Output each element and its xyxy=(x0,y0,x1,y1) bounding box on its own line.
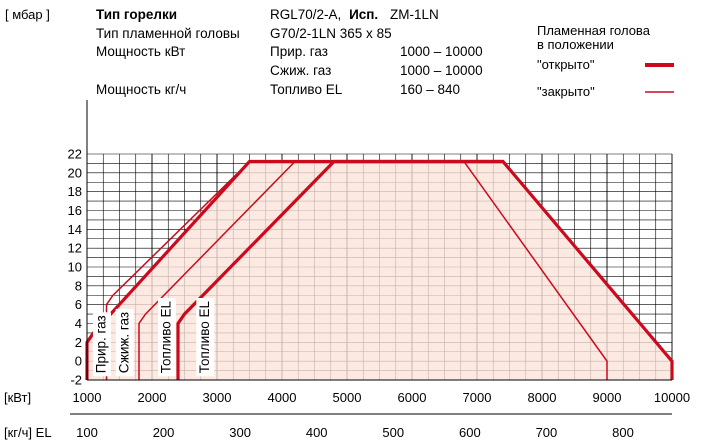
svg-text:RGL70/2-A, Исп. ZM-1LN: RGL70/2-A, Исп. ZM-1LN xyxy=(270,7,439,22)
y-tick-label: 0 xyxy=(75,354,82,369)
fuel-oil-range: 160 – 840 xyxy=(400,82,460,97)
fuel-annotation-box xyxy=(157,297,176,377)
axes xyxy=(70,100,672,415)
flame-head-value: G70/2-1LN 365 x 85 xyxy=(270,26,392,41)
legend-open-label: "открыто" xyxy=(537,57,595,72)
burner-type-label: Тип горелки xyxy=(96,7,177,22)
x2-tick-label: 100 xyxy=(76,425,98,440)
fuel-annotation: Топливо EL xyxy=(196,297,215,377)
y-tick-label: 14 xyxy=(68,222,82,237)
x-tick-label: 1000 xyxy=(73,390,102,405)
y-tick-label: 4 xyxy=(75,316,82,331)
working-field-fill xyxy=(87,161,672,380)
fuel-annotations: Прир. газ Сжиж. газ Топливо EL Топливо EL xyxy=(92,297,215,377)
legend-title-line1: Пламенная голова xyxy=(537,23,651,38)
y-tick-label: 20 xyxy=(68,165,82,180)
legend-title-line2: в положении xyxy=(537,37,614,52)
y-tick-label: 2 xyxy=(75,335,82,350)
x2-tick-label: 500 xyxy=(382,425,404,440)
y-axis-label: [ мбар ] xyxy=(5,7,50,22)
legend-closed-label: "закрыто" xyxy=(537,84,595,99)
fuel-oil-name: Топливо EL xyxy=(270,82,343,97)
fuel-annotation-text: Топливо EL xyxy=(159,301,174,374)
x-tick-label: 2000 xyxy=(138,390,167,405)
x-tick-label: 6000 xyxy=(398,390,427,405)
fuel-annotation-box xyxy=(92,312,111,377)
x2-tick-label: 400 xyxy=(306,425,328,440)
fuel-annotation: Топливо EL xyxy=(157,297,176,377)
power-kgh-label: Мощность кг/ч xyxy=(96,82,186,97)
burner-version-label: Исп. xyxy=(349,7,378,22)
y-tick-label: 16 xyxy=(68,203,82,218)
y-tick-label: 6 xyxy=(75,297,82,312)
fuel-natural-gas-range: 1000 – 10000 xyxy=(400,44,483,59)
x-tick-label: 8000 xyxy=(528,390,557,405)
fuel-annotation-text: Сжиж. газ xyxy=(116,312,131,373)
x-tick-label: 9000 xyxy=(593,390,622,405)
fuel-annotation-text: Топливо EL xyxy=(197,301,212,374)
burner-type-model: RGL70/2-A, xyxy=(270,7,341,22)
x-tick-label: 10000 xyxy=(654,390,690,405)
fuel-annotation: Сжиж. газ xyxy=(115,308,134,377)
y-tick-label: 8 xyxy=(75,278,82,293)
series-line-4 xyxy=(138,161,296,380)
x-axis-label: [кВт] xyxy=(4,390,31,405)
burner-version-value: ZM-1LN xyxy=(390,7,439,22)
x2-tick-label: 700 xyxy=(536,425,558,440)
fuel-lpg-range: 1000 – 10000 xyxy=(400,63,483,78)
y-tick-label: -2 xyxy=(70,373,82,388)
x-tick-label: 5000 xyxy=(333,390,362,405)
fuel-lpg-name: Сжиж. газ xyxy=(270,63,331,78)
x2-tick-label: 800 xyxy=(612,425,634,440)
tick-labels: -2 0 2 4 6 8 10 12 14 16 18 20 22 1000 2000 3000 4000 500… xyxy=(68,147,691,441)
x2-tick-label: 600 xyxy=(459,425,481,440)
y-tick-label: 12 xyxy=(68,241,82,256)
fuel-natural-gas-name: Прир. газ xyxy=(270,44,328,59)
flame-head-label: Тип пламенной головы xyxy=(96,26,240,41)
series-line-5 xyxy=(463,161,608,380)
x-tick-label: 7000 xyxy=(463,390,492,405)
x2-tick-label: 200 xyxy=(153,425,175,440)
x2-axis-label: [кг/ч] EL xyxy=(4,425,52,440)
y-tick-label: 18 xyxy=(68,184,82,199)
fuel-annotation: Прир. газ xyxy=(92,312,111,377)
power-kw-label: Мощность кВт xyxy=(96,44,185,59)
working-field xyxy=(87,161,672,380)
fuel-annotation-text: Прир. газ xyxy=(94,315,109,373)
x-tick-label: 4000 xyxy=(268,390,297,405)
fuel-annotation-box xyxy=(115,308,134,377)
x2-tick-label: 300 xyxy=(229,425,251,440)
fuel-annotation-box xyxy=(196,297,215,377)
x-tick-label: 3000 xyxy=(203,390,232,405)
y-tick-label: 10 xyxy=(68,260,82,275)
series-line-2 xyxy=(176,159,503,380)
y-tick-label: 22 xyxy=(68,147,82,162)
